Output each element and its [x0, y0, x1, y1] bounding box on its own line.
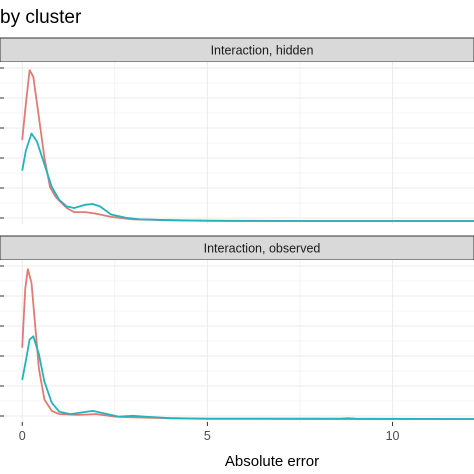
facet-panels: Interaction, hidden Interaction, observed — [0, 37, 474, 422]
facet-strip — [0, 235, 474, 261]
x-axis-title: Absolute error — [225, 453, 319, 470]
density-line — [21, 335, 474, 420]
facet-panel: Interaction, observed — [0, 235, 474, 422]
facet-strip — [0, 37, 474, 63]
facet-panel: Interaction, hidden — [0, 37, 474, 224]
facet-strip-label: Interaction, hidden — [211, 44, 314, 58]
x-tick-label: 0 — [19, 429, 26, 443]
facet-strip-label: Interaction, observed — [204, 242, 321, 256]
chart-title: by cluster — [0, 7, 82, 28]
x-tick-label: 10 — [386, 429, 400, 443]
x-axis: 0 5 10 — [19, 422, 400, 443]
x-tick-label: 5 — [204, 429, 211, 443]
density-line — [21, 132, 474, 222]
